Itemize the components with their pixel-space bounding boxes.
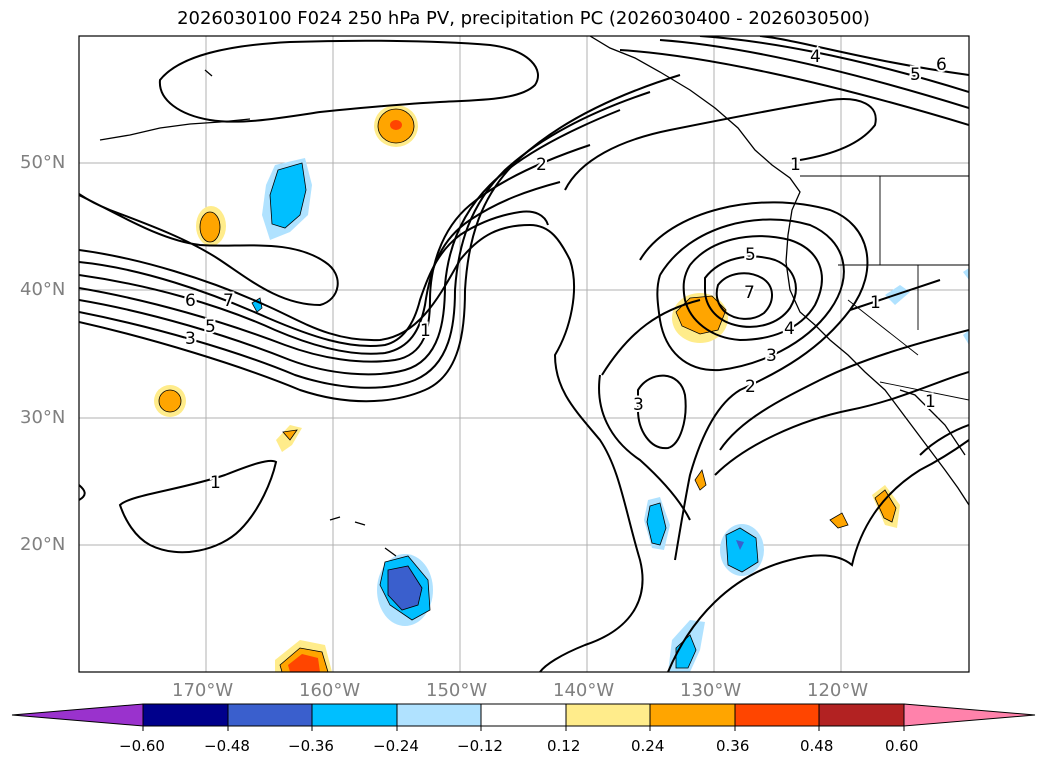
contour-label: 5	[745, 245, 756, 265]
contour-label: 2	[536, 155, 547, 175]
colorbar-extend-max	[903, 703, 1036, 727]
colorbar-tick-label: −0.60	[119, 737, 165, 755]
precip-patch	[720, 524, 764, 576]
map-area	[79, 36, 969, 672]
colorbar-tick-label: 0.48	[800, 737, 834, 755]
lat-label: 40°N	[20, 279, 66, 300]
contour-label: 1	[870, 293, 881, 313]
contour-label: 7	[744, 283, 755, 303]
contour-label: 1	[925, 392, 936, 412]
colorbar-tick-label: −0.48	[204, 737, 250, 755]
precip-patch	[694, 469, 707, 491]
colorbar-tick-label: −0.12	[457, 737, 503, 755]
contour-label: 5	[205, 317, 216, 337]
colorbar-tick-label: 0.36	[716, 737, 750, 755]
contour-label: 6	[185, 291, 196, 311]
precip-patch	[377, 554, 433, 626]
colorbar-bin	[480, 703, 567, 727]
lon-label: 140°W	[553, 680, 615, 701]
colorbar-tick-label: 0.60	[885, 737, 919, 755]
contour-label: 4	[784, 319, 795, 339]
contour-label: 3	[766, 346, 777, 366]
contour-label: 4	[810, 47, 821, 67]
colorbar-bin	[227, 703, 313, 727]
colorbar-bin	[734, 703, 820, 727]
precip-patch	[374, 105, 418, 147]
contour-label: 7	[223, 291, 234, 311]
contour-label: 6	[936, 55, 947, 75]
precip-patch	[262, 158, 312, 240]
precip-patch	[275, 640, 332, 672]
lat-label: 50°N	[20, 152, 66, 173]
map-title: 2026030100 F024 250 hPa PV, precipitatio…	[177, 8, 870, 29]
colorbar-tick-label: −0.36	[288, 737, 334, 755]
colorbar-bin	[818, 703, 905, 727]
colorbar-tick-label: 0.24	[631, 737, 665, 755]
colorbar-bin	[649, 703, 736, 727]
precip-patch	[872, 485, 900, 528]
contour-label: 3	[185, 329, 196, 349]
precip-patch	[829, 512, 849, 529]
lon-label: 170°W	[172, 680, 234, 701]
lat-label: 30°N	[20, 407, 66, 428]
colorbar-tick-marks	[142, 726, 905, 731]
colorbar-bin	[311, 703, 398, 727]
map-frame	[78, 35, 970, 673]
colorbar-extend-min	[11, 703, 144, 727]
precip-patch	[668, 620, 705, 672]
contour-label: 1	[420, 321, 431, 341]
colorbar	[11, 703, 1036, 727]
colorbar-tick-label: −0.24	[373, 737, 419, 755]
precip-patch	[644, 497, 670, 550]
borders	[800, 175, 969, 401]
contour-label: 2	[745, 377, 756, 397]
lon-label: 150°W	[426, 680, 488, 701]
contour-label: 3	[633, 395, 644, 415]
contour-label: 5	[910, 65, 921, 85]
contour-labels: 1 1 1 1 1 2 2 3 3 3 4 4 5 5 5 6 6 7 7	[183, 45, 949, 495]
contour-label: 1	[790, 155, 801, 175]
precip-patch	[276, 425, 302, 452]
precip-patch	[154, 385, 186, 417]
colorbar-tick-label: 0.12	[547, 737, 581, 755]
precip-patch	[196, 206, 226, 246]
lon-label: 120°W	[807, 680, 869, 701]
contour-label: 1	[210, 473, 221, 493]
colorbar-bin	[142, 703, 229, 727]
colorbar-bin	[396, 703, 482, 727]
colorbar-bin	[565, 703, 651, 727]
pv-contours	[79, 36, 969, 672]
lon-label: 160°W	[299, 680, 361, 701]
lon-label: 130°W	[680, 680, 742, 701]
precipitation-shading	[154, 105, 969, 672]
lat-label: 20°N	[20, 534, 66, 555]
